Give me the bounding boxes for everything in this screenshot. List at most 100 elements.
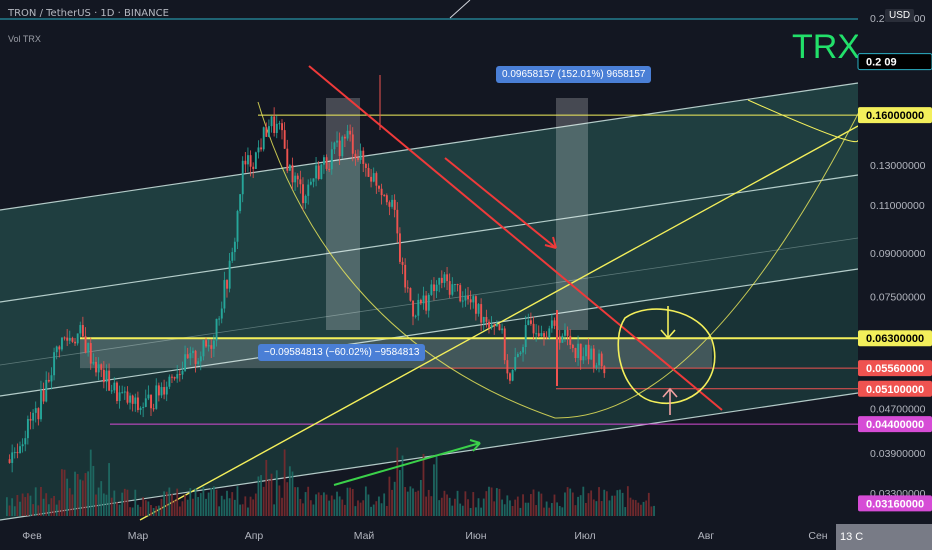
volume-bar <box>63 469 66 516</box>
candle-body <box>577 343 580 359</box>
volume-bar <box>412 488 414 516</box>
volume-bar <box>291 471 294 516</box>
channel-line-mid <box>0 174 859 303</box>
candle-body <box>155 385 158 409</box>
volume-bar <box>427 489 430 516</box>
candle-body <box>328 168 331 170</box>
volume-bar <box>464 491 467 516</box>
volume-bar <box>433 464 435 516</box>
candle-body <box>364 163 367 168</box>
volume-bar <box>553 494 556 516</box>
volume-bar <box>315 494 317 516</box>
candle-body <box>372 173 375 182</box>
volume-bar <box>302 503 304 516</box>
candle-body <box>585 344 587 357</box>
volume-bar <box>540 493 543 516</box>
candle-body <box>603 366 606 374</box>
currency-button[interactable]: USD <box>885 9 915 22</box>
y-tick-label: 0.07500000 <box>870 291 926 303</box>
candle-body <box>194 350 197 365</box>
volume-bar <box>585 502 587 516</box>
x-tick-label: Сен <box>808 530 827 542</box>
candle-body <box>239 194 242 212</box>
candle-body <box>116 382 118 402</box>
candle-body <box>113 382 116 391</box>
candle-body <box>147 394 150 399</box>
candle-body <box>189 353 192 359</box>
date-badge[interactable]: 13 С <box>836 524 932 550</box>
volume-bar <box>181 501 184 516</box>
up-arrowhead-pink <box>662 387 678 398</box>
candle-body <box>275 123 278 133</box>
candle-body <box>467 295 470 300</box>
candle-body <box>176 374 179 379</box>
candle-body <box>472 296 475 303</box>
candle-body <box>244 160 247 165</box>
candle-body <box>50 375 53 382</box>
candle-body <box>47 379 50 382</box>
candle-body <box>26 418 29 439</box>
candle-body <box>485 316 488 322</box>
volume-bar <box>472 492 475 516</box>
volume-bar <box>566 487 569 516</box>
candle-body <box>53 352 56 376</box>
downtrend-line <box>308 65 723 411</box>
candle-body <box>550 320 553 329</box>
x-tick-label: Апр <box>245 530 264 542</box>
volume-bar <box>493 501 496 516</box>
candle-body <box>456 284 459 286</box>
price-tag-label: 0.2 09 <box>866 57 897 69</box>
volume-bar <box>632 499 634 516</box>
volume-bar <box>629 497 632 516</box>
candle-body <box>579 343 582 361</box>
volume-bar <box>157 505 160 516</box>
candle-body <box>540 333 543 337</box>
candle-body <box>543 333 545 337</box>
candle-body <box>514 356 517 370</box>
volume-bar <box>485 491 488 516</box>
volume-bar <box>503 504 506 516</box>
candle-body <box>247 155 249 165</box>
candle-body <box>45 379 48 402</box>
candle-body <box>215 318 218 341</box>
volume-bar <box>399 470 401 516</box>
candle-body <box>286 148 289 171</box>
volume-bar <box>50 498 53 516</box>
candle-body <box>359 150 362 160</box>
candle-body <box>95 361 97 373</box>
candle-body <box>558 336 561 343</box>
candle-body <box>545 336 548 339</box>
candle-body <box>325 157 328 169</box>
volume-bar <box>480 507 483 516</box>
volume-bar <box>338 496 341 516</box>
candle-body <box>375 173 378 186</box>
volume-bar <box>189 488 192 516</box>
candle-body <box>414 315 417 317</box>
volume-bar <box>68 488 71 516</box>
volume-bar <box>446 494 448 516</box>
candle-body <box>564 329 566 336</box>
volume-bar <box>647 492 650 516</box>
volume-bar <box>26 493 29 516</box>
volume-bar <box>574 505 577 516</box>
volume-bar <box>605 491 608 516</box>
candle-body <box>532 323 535 334</box>
candle-body <box>273 116 276 133</box>
volume-bar <box>650 506 653 516</box>
volume-bar <box>21 493 24 516</box>
price-tag <box>858 360 932 377</box>
volume-bar <box>336 491 338 516</box>
candle-body <box>157 385 160 396</box>
candle-body <box>399 233 401 262</box>
candle-body <box>477 304 480 314</box>
candle-body <box>160 387 163 396</box>
y-tick-label: 0.13000000 <box>870 160 926 172</box>
candle-body <box>488 321 490 328</box>
candle-body <box>438 277 441 285</box>
volume-bar <box>550 503 553 516</box>
volume-bar <box>409 486 412 516</box>
volume-bar <box>150 504 152 516</box>
price-tag <box>858 495 932 512</box>
candle-body <box>291 164 294 183</box>
